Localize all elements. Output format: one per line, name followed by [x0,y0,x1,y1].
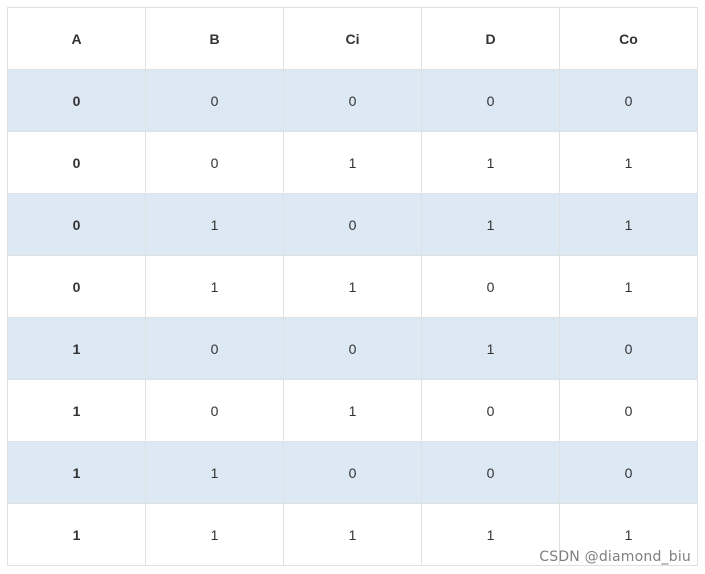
header-cell-a: A [7,7,146,70]
truth-table-container: A B Ci D Co 0 0 0 0 0 0 0 1 1 1 [7,7,698,566]
table-cell: 1 [145,255,284,318]
truth-table: A B Ci D Co 0 0 0 0 0 0 0 1 1 1 [7,7,698,566]
table-cell: 1 [7,317,146,380]
table-cell: 1 [559,131,698,194]
table-cell: 1 [559,193,698,256]
table-cell: 1 [7,503,146,566]
header-row: A B Ci D Co [7,7,698,70]
table-row: 0 1 0 1 1 [7,193,698,256]
table-cell: 1 [559,255,698,318]
table-cell: 0 [145,131,284,194]
table-cell: 0 [283,193,422,256]
table-cell: 0 [283,69,422,132]
table-cell: 0 [283,441,422,504]
table-cell: 1 [283,131,422,194]
table-cell: 1 [283,503,422,566]
table-row: 1 0 0 1 0 [7,317,698,380]
header-cell-ci: Ci [283,7,422,70]
table-cell: 0 [7,131,146,194]
table-cell: 0 [7,255,146,318]
table-cell: 1 [145,193,284,256]
table-cell: 0 [559,379,698,442]
header-cell-b: B [145,7,284,70]
table-cell: 1 [7,379,146,442]
table-cell: 0 [7,69,146,132]
table-row: 0 1 1 0 1 [7,255,698,318]
table-cell: 0 [283,317,422,380]
table-cell: 0 [421,379,560,442]
table-cell: 0 [7,193,146,256]
header-cell-d: D [421,7,560,70]
table-cell: 0 [559,317,698,380]
table-cell: 0 [145,69,284,132]
header-cell-co: Co [559,7,698,70]
csdn-watermark: CSDN @diamond_biu [539,549,691,565]
table-header: A B Ci D Co [7,7,698,70]
table-cell: 1 [559,503,698,566]
table-cell: 1 [7,441,146,504]
table-cell: 0 [145,317,284,380]
table-cell: 0 [559,69,698,132]
table-cell: 0 [421,69,560,132]
table-cell: 0 [421,255,560,318]
table-row: 1 0 1 0 0 [7,379,698,442]
table-cell: 0 [145,379,284,442]
table-cell: 1 [145,441,284,504]
table-cell: 1 [283,255,422,318]
table-cell: 1 [145,503,284,566]
table-cell: 0 [421,441,560,504]
table-cell: 1 [421,193,560,256]
table-row: 1 1 1 1 1 [7,503,698,566]
table-body: 0 0 0 0 0 0 0 1 1 1 0 1 0 1 1 0 [7,69,698,566]
table-row: 0 0 1 1 1 [7,131,698,194]
table-cell: 1 [421,131,560,194]
table-cell: 1 [283,379,422,442]
table-cell: 1 [421,317,560,380]
table-row: 0 0 0 0 0 [7,69,698,132]
table-cell: 0 [559,441,698,504]
table-row: 1 1 0 0 0 [7,441,698,504]
